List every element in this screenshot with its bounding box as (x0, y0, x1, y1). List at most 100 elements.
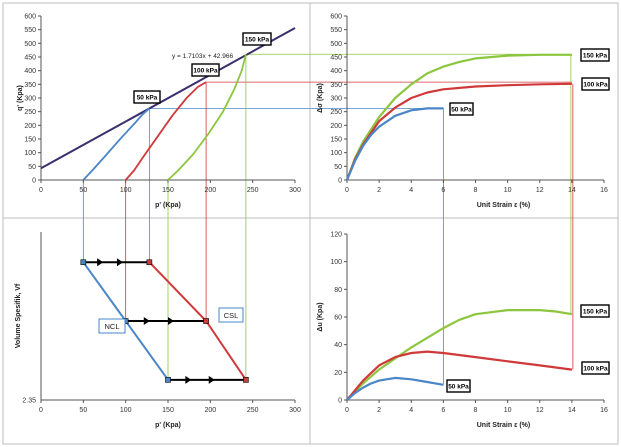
path-arrowhead (143, 317, 150, 326)
y-axis-label: Δσ (Kpa) (317, 83, 324, 113)
y-axis-label: Δu (Kpa) (317, 302, 324, 331)
annotation-50kpa-box (449, 102, 474, 116)
x-axis-label: Unit Strain ε (%) (477, 202, 531, 209)
x-tick-label: 100 (120, 187, 132, 194)
x-tick-label: 14 (568, 187, 576, 194)
x-tick-label: 0 (39, 407, 43, 414)
x-tick-label: 8 (474, 407, 478, 414)
x-tick-label: 50 (79, 407, 87, 414)
series-line-150-kpa (345, 53, 572, 181)
y-tick-label: 350 (24, 82, 36, 89)
annotation-ncl: NCL (104, 322, 119, 331)
y-tick-label: 450 (330, 55, 342, 62)
y-tick-label: 500 (330, 41, 342, 48)
x-tick-label: 100 (120, 407, 132, 414)
y-tick-label: 40 (334, 342, 342, 349)
annotation-150kpa: 150 kPa (245, 37, 270, 44)
x-tick-label: 4 (409, 187, 413, 194)
annotation-100kpa: 100 kPa (583, 366, 608, 373)
y-tick-label: 0 (338, 178, 342, 185)
annotation-150kpa-box (242, 32, 272, 46)
x-tick-label: 150 (162, 187, 174, 194)
annotation-50kpa-box (133, 90, 161, 104)
x-tick-label: 0 (39, 187, 43, 194)
annotation-50kpa: 50 kPa (137, 95, 158, 102)
y-tick-label: 300 (330, 96, 342, 103)
series-line-150-kpa (346, 309, 573, 401)
x-tick-label: 200 (204, 407, 216, 414)
annotation-ncl-box (98, 318, 126, 334)
series-line-50-kpa (345, 107, 444, 181)
y-tick-label: 0 (32, 178, 36, 185)
chart-pore-pressure: 0 2 4 6 8 10 12 14 16 0 20 40 60 80 100 120 Unit Strain … (317, 232, 610, 429)
path-arrowhead (185, 375, 192, 384)
x-axis-label: p' (Kpa) (155, 202, 181, 209)
annotation-100kpa: 100 kPa (583, 82, 608, 89)
annotation-50kpa: 50 kPa (451, 107, 472, 114)
y-tick-label: 400 (330, 68, 342, 75)
end-point-marker (146, 259, 153, 266)
y-tick-label: 350 (330, 82, 342, 89)
annotation-50kpa: 50 kPa (448, 384, 469, 391)
annotation-150kpa-box (580, 48, 610, 62)
x-tick-label: 4 (409, 407, 413, 414)
y-axis-label: Volume Spesifik, Vf (15, 283, 22, 348)
series-line-150-kpa (167, 54, 247, 181)
y-tick-label: 100 (330, 150, 342, 157)
x-tick-label: 200 (204, 187, 216, 194)
annotation-100kpa-box (581, 361, 610, 375)
end-point-marker (203, 318, 209, 324)
annotation-50kpa-box (446, 379, 471, 393)
annotation-100kpa-box (581, 77, 610, 91)
y-tick-label: 450 (24, 55, 36, 62)
y-tick-label: 600 (330, 14, 342, 21)
annotation-150kpa: 150 kPa (583, 53, 608, 60)
x-tick-label: 10 (504, 187, 512, 194)
chart-specific-volume: 0 50 100 150 200 250 300 p' (Kpa) Volume Spesifi… (15, 232, 301, 429)
x-tick-label: 50 (79, 187, 87, 194)
y-tick-label: 100 (24, 150, 36, 157)
annotation-csl-box (218, 307, 244, 323)
series-line-50-kpa (346, 376, 444, 401)
series-line-csl (40, 27, 296, 170)
annotation-150kpa: 150 kPa (583, 309, 608, 316)
x-tick-label: 300 (289, 407, 301, 414)
x-tick-label: 250 (247, 187, 259, 194)
y-tick-label: 50 (28, 164, 36, 171)
annotation-equation: y = 1.7103x + 42.966 (172, 53, 233, 60)
x-axis-label: Unit Strain ε (%) (477, 422, 531, 429)
y-tick-label: 500 (24, 41, 36, 48)
chart-pq: 0 50 100 150 200 250 300 0 50 100 150 200 250 300 350 4… (17, 14, 301, 210)
end-point-marker (243, 377, 249, 383)
x-tick-label: 0 (345, 187, 349, 194)
chart-deviator-stress: 0 2 4 6 8 10 12 14 16 0 50 100 150 200 250 300 350 400 450… (317, 14, 610, 209)
x-tick-label: 2 (377, 407, 381, 414)
x-tick-label: 8 (474, 187, 478, 194)
connector-lines (82, 53, 574, 385)
path-arrowhead (167, 317, 174, 326)
x-axis-label: p' (Kpa) (155, 422, 181, 429)
y-tick-label: 250 (330, 109, 342, 116)
y-tick-label: 550 (24, 27, 36, 34)
series-line-50-kpa (82, 107, 150, 181)
x-tick-label: 250 (247, 407, 259, 414)
y-tick-label: 150 (330, 137, 342, 144)
y-tick-label: 2.35 (22, 398, 36, 405)
y-tick-label: 300 (24, 96, 36, 103)
y-tick-label: 200 (330, 123, 342, 130)
x-tick-label: 6 (441, 187, 445, 194)
x-tick-label: 14 (568, 407, 576, 414)
x-tick-label: 6 (441, 407, 445, 414)
x-tick-label: 16 (600, 187, 608, 194)
y-tick-label: 20 (334, 370, 342, 377)
annotation-150kpa-box (580, 304, 610, 318)
series-line-100-kpa (346, 350, 573, 401)
path-arrowhead (116, 258, 123, 267)
series-line-100-kpa (125, 81, 207, 181)
y-tick-label: 250 (24, 109, 36, 116)
y-tick-label: 0 (338, 398, 342, 405)
x-tick-label: 0 (345, 407, 349, 414)
x-tick-label: 2 (377, 187, 381, 194)
path-arrowhead (97, 258, 104, 267)
